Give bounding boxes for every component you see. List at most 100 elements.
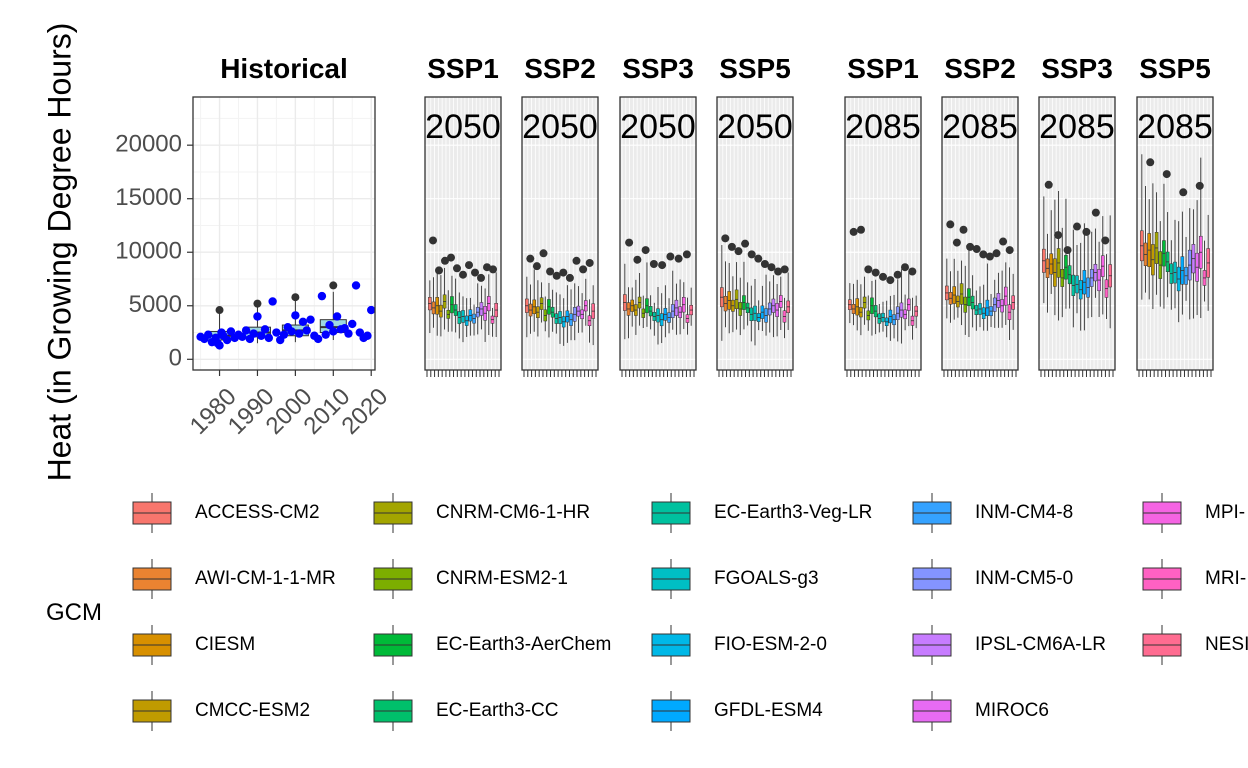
projection-panel-title: SSP2 (944, 53, 1016, 84)
projection-outlier (471, 268, 479, 277)
projection-period-label: 2085 (845, 108, 921, 146)
historical-point (215, 341, 224, 350)
legend-label: INM-CM4-8 (975, 502, 1073, 523)
projection-panel: SSP3 2050 (619, 53, 697, 377)
projection-outlier (559, 268, 568, 277)
projection-outlier (972, 245, 981, 254)
projection-panel-title: SSP3 (622, 53, 694, 84)
legend-label: IPSL-CM6A-LR (975, 634, 1106, 655)
projection-outlier (754, 254, 763, 263)
historical-point (279, 330, 289, 339)
historical-outlier (253, 299, 262, 308)
historical-outlier (215, 306, 224, 315)
projection-outlier (1179, 188, 1188, 197)
projection-outlier (871, 268, 880, 277)
legend-item: CMCC-ESM2 (132, 691, 310, 731)
historical-point (329, 327, 338, 336)
projection-outlier (565, 273, 574, 282)
projection-outlier (585, 258, 594, 267)
legend-item: EC-Earth3-AerChem (373, 625, 611, 665)
projection-panel-border (716, 96, 794, 371)
legend-item: FGOALS-g3 (651, 559, 819, 599)
projection-outlier (780, 265, 789, 274)
legend-item: MRI- (1142, 559, 1246, 599)
projection-outlier (579, 265, 588, 274)
projection-panel-border (619, 96, 697, 371)
projection-outlier (879, 272, 887, 281)
projection-outlier (747, 250, 756, 259)
projection-outlier (721, 234, 730, 243)
projection-outlier (682, 250, 691, 259)
historical-outlier (329, 281, 338, 290)
projection-outlier (1101, 236, 1110, 245)
historical-point (222, 335, 232, 345)
projection-outlier (552, 271, 561, 280)
y-axis-label: Heat (in Growing Degree Hours) (41, 23, 77, 482)
legend: GCM ACCESS-CM2 AWI-CM-1-1-MR CIESM CMCC-ESM2… (46, 493, 1248, 731)
historical-point (203, 330, 213, 339)
projection-outlier (666, 252, 675, 261)
historical-point (253, 312, 262, 321)
legend-item: INM-CM4-8 (912, 493, 1073, 533)
historical-point (321, 330, 330, 339)
y-axis-label-group: Heat (in Growing Degree Hours) (41, 23, 77, 482)
legend-item: FIO-ESM-2-0 (651, 625, 827, 665)
projection-outlier (649, 260, 658, 269)
projection-outlier (459, 270, 467, 279)
historical-point (294, 329, 304, 338)
projection-panels: SSP1 2050 SSP2 2050 SSP3 2050 SSP5 2050 SSP1 2085… (424, 53, 1214, 377)
projection-outlier (1195, 181, 1204, 190)
historical-panel-title: Historical (220, 53, 348, 84)
legend-label: ACCESS-CM2 (195, 502, 320, 523)
projection-panel-title: SSP3 (1041, 53, 1113, 84)
legend-item: GFDL-ESM4 (651, 691, 823, 731)
projection-outlier (453, 264, 461, 273)
projection-outlier (985, 252, 994, 261)
projection-panel-title: SSP2 (524, 53, 596, 84)
legend-item: MIROC6 (912, 691, 1049, 731)
projection-outlier (489, 265, 497, 274)
projection-outlier (999, 237, 1008, 246)
y-tick-label: 20000 (115, 131, 182, 158)
projection-outlier (429, 236, 437, 245)
projection-panel: SSP5 2085 (1136, 53, 1214, 377)
historical-point (249, 329, 258, 338)
historical-point (287, 327, 296, 336)
legend-label: FIO-ESM-2-0 (714, 634, 827, 655)
historical-point (257, 331, 266, 340)
projection-outlier (857, 225, 865, 234)
projection-panel-title: SSP5 (719, 53, 791, 84)
projection-outlier (641, 246, 650, 255)
projection-outlier (526, 254, 535, 263)
projection-outlier (1091, 208, 1100, 217)
projection-panel-border (1136, 96, 1214, 371)
historical-point (344, 329, 353, 338)
projection-panel: SSP1 2085 (844, 53, 922, 377)
legend-label: MRI- (1205, 568, 1246, 589)
historical-point (351, 281, 361, 290)
projection-panel-title: SSP1 (847, 53, 919, 84)
projection-panel: SSP5 2050 (716, 53, 794, 377)
legend-item: IPSL-CM6A-LR (912, 625, 1106, 665)
legend-label: MIROC6 (975, 700, 1049, 721)
projection-outlier (435, 266, 443, 275)
projection-panel: SSP3 2085 (1038, 53, 1116, 377)
projection-outlier (767, 263, 776, 272)
legend-item: CIESM (132, 625, 255, 665)
historical-point (363, 331, 372, 340)
x-tick-label: 2020 (336, 383, 393, 440)
projection-outlier (658, 261, 667, 270)
projection-period-label: 2050 (620, 108, 696, 146)
historical-point (367, 305, 376, 315)
projection-outlier (901, 263, 909, 272)
projection-outlier (727, 242, 736, 251)
projection-period-label: 2050 (522, 108, 598, 146)
projection-outlier (893, 270, 902, 279)
projection-panel: SSP2 2085 (941, 53, 1019, 377)
projection-outlier (633, 255, 642, 264)
projection-period-label: 2085 (942, 108, 1018, 146)
legend-label: AWI-CM-1-1-MR (195, 568, 336, 589)
projection-outlier (1162, 170, 1171, 179)
historical-point (317, 291, 327, 301)
